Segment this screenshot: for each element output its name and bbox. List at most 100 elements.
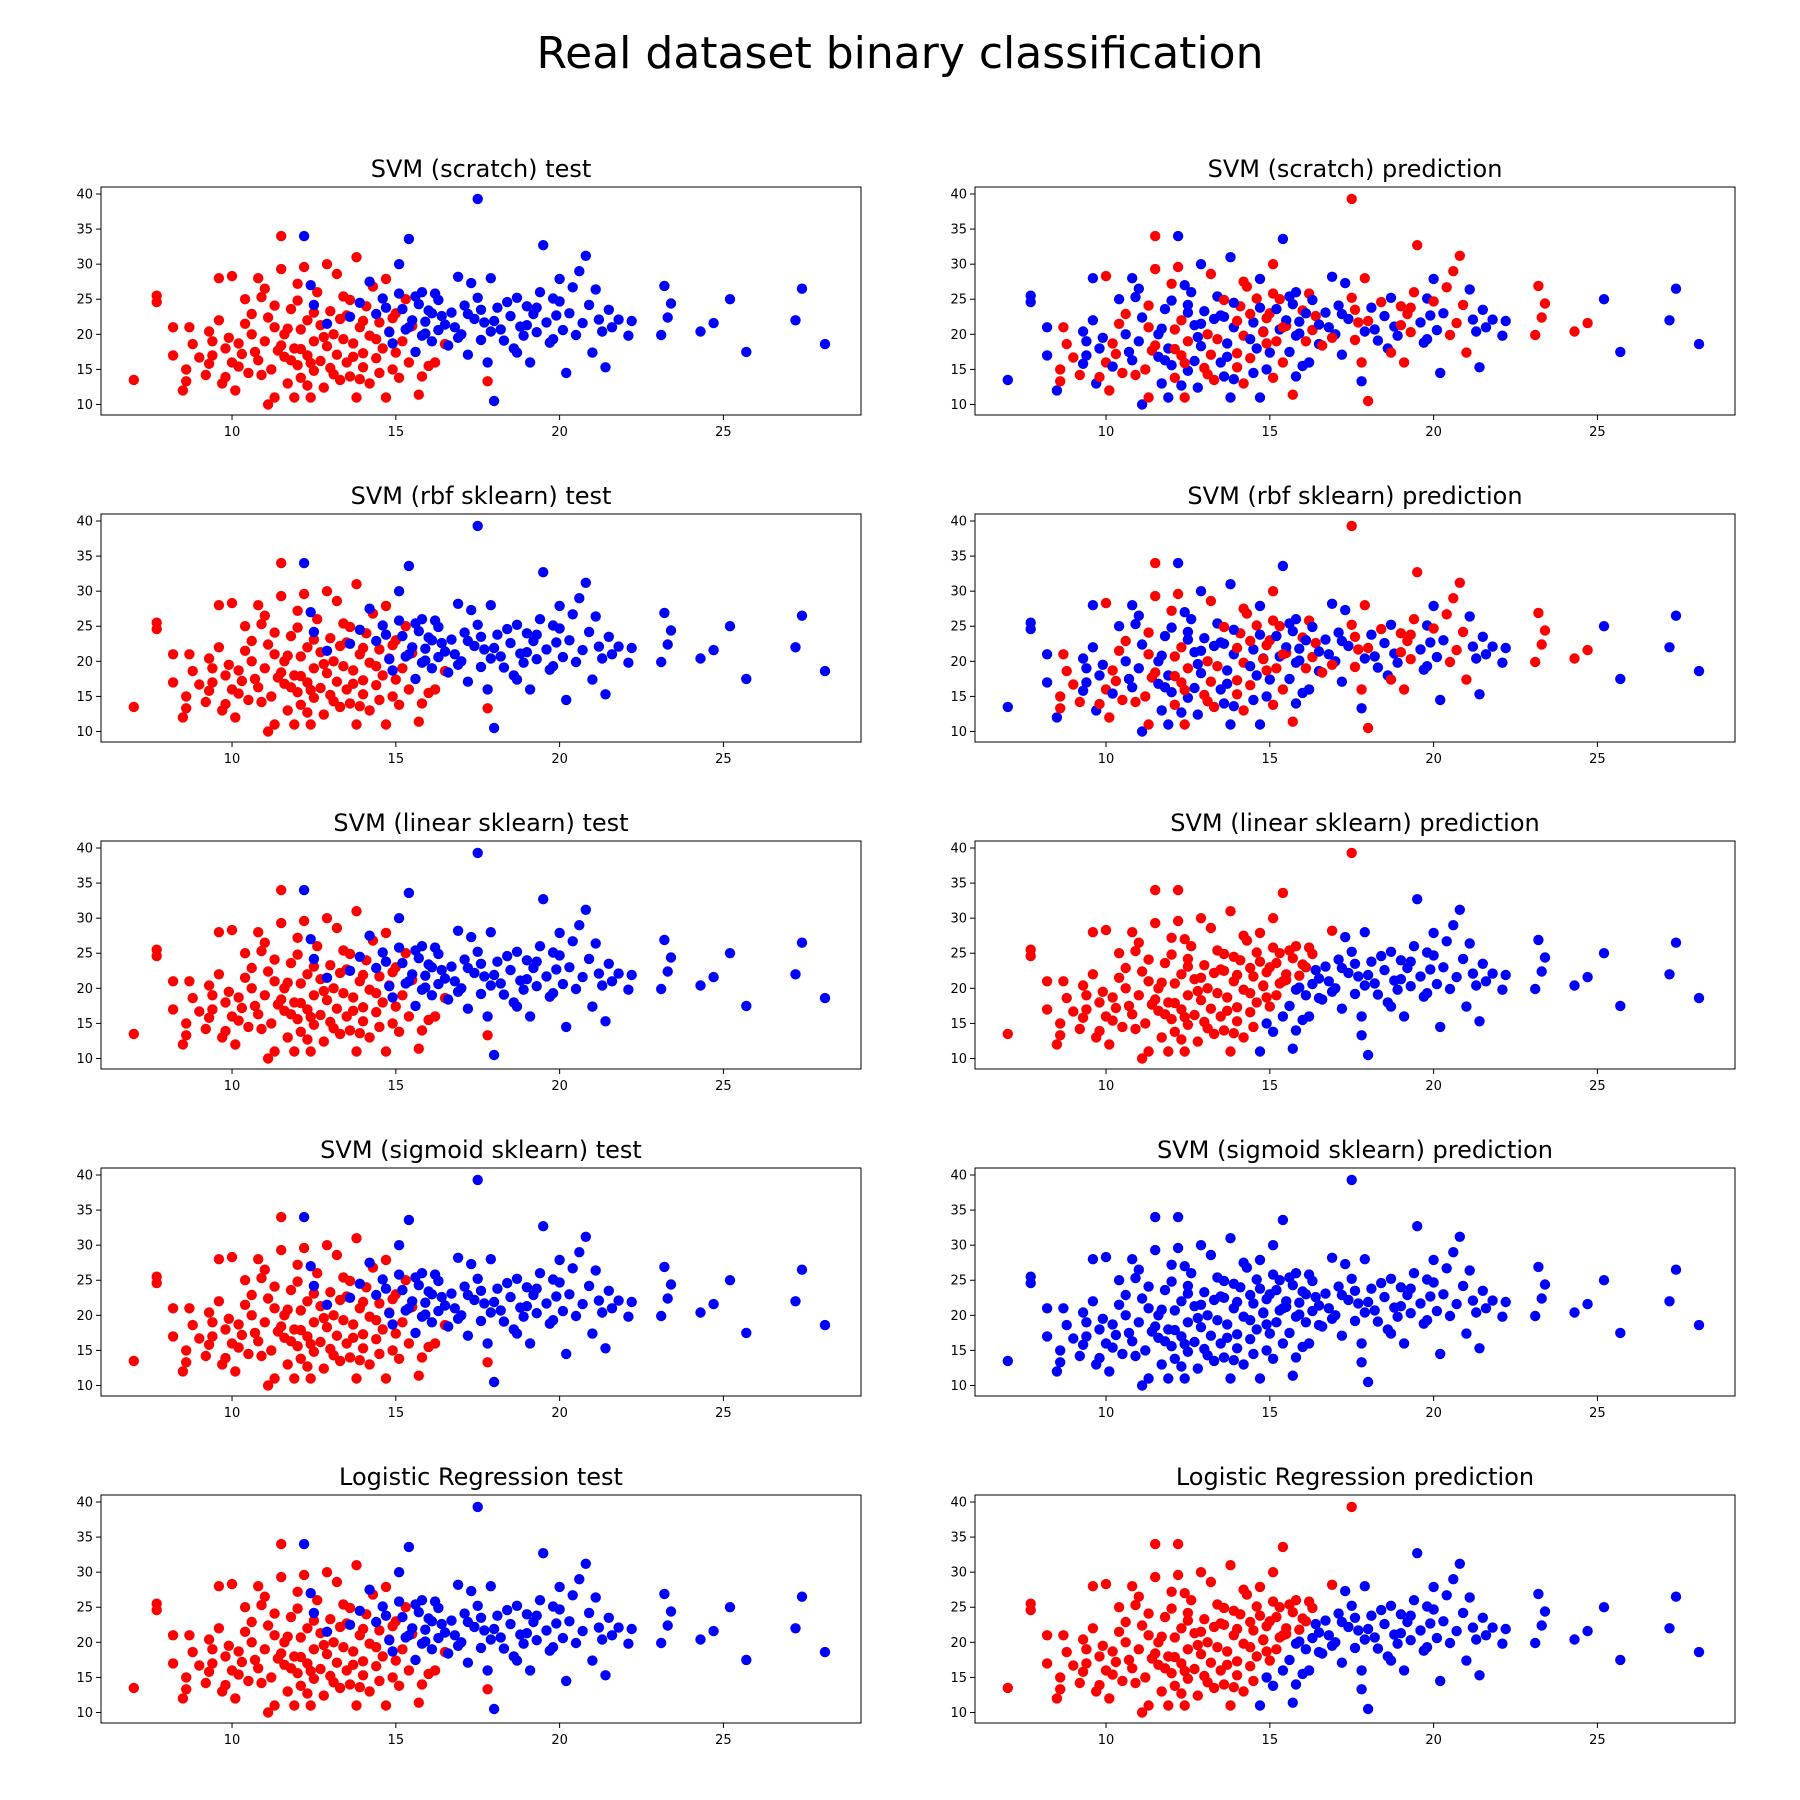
- scatter-point: [1231, 362, 1243, 373]
- scatter-point: [1287, 389, 1298, 400]
- scatter-point: [1087, 1296, 1099, 1307]
- scatter-point: [426, 962, 438, 973]
- scatter-point: [1267, 586, 1279, 597]
- scatter-point: [1359, 600, 1370, 611]
- scatter-point: [1182, 1280, 1194, 1292]
- scatter-point: [1615, 673, 1626, 685]
- scatter-point: [295, 1651, 306, 1663]
- scatter-point: [521, 647, 533, 658]
- scatter-point: [1228, 297, 1239, 308]
- scatter-point: [1267, 1353, 1279, 1364]
- scatter-point: [1055, 1345, 1066, 1356]
- scatter-point: [1261, 1319, 1272, 1330]
- scatter-point: [1405, 981, 1416, 992]
- scatter-point: [1192, 1690, 1203, 1701]
- scatter-point: [547, 334, 559, 345]
- scatter-point: [1425, 964, 1436, 975]
- scatter-point: [1346, 1501, 1357, 1513]
- scatter-point: [452, 986, 464, 997]
- scatter-point: [439, 646, 451, 657]
- y-tick-label: 30: [76, 585, 93, 600]
- scatter-point: [1395, 628, 1407, 639]
- scatter-point: [289, 1046, 300, 1057]
- scatter-point: [1277, 560, 1289, 572]
- scatter-point: [1258, 654, 1269, 665]
- scatter-point: [1208, 313, 1220, 325]
- scatter-point: [420, 316, 431, 327]
- scatter-point: [1058, 1303, 1069, 1314]
- scatter-point: [1120, 635, 1131, 647]
- scatter-point: [203, 653, 215, 664]
- scatter-point: [220, 1679, 231, 1691]
- scatter-point: [600, 1016, 611, 1027]
- scatter-point: [289, 719, 300, 730]
- scatter-point: [583, 1280, 595, 1292]
- scatter-point: [351, 906, 362, 917]
- scatter-point: [819, 992, 831, 1004]
- scatter-point: [1087, 969, 1099, 980]
- scatter-point: [308, 1288, 320, 1299]
- scatter-point: [338, 661, 349, 672]
- scatter-point: [1123, 1327, 1135, 1339]
- scatter-point: [308, 336, 320, 347]
- scatter-point: [1140, 1018, 1151, 1029]
- scatter-point: [1349, 334, 1361, 346]
- scatter-point: [1058, 649, 1069, 660]
- scatter-point: [305, 392, 316, 403]
- axes-frame: [100, 1494, 862, 1724]
- scatter-point: [295, 699, 306, 710]
- scatter-point: [1159, 1336, 1171, 1347]
- scatter-point: [1087, 273, 1099, 284]
- scatter-point: [1287, 1043, 1298, 1054]
- scatter-point: [308, 1607, 320, 1619]
- axes-frame: [100, 1167, 862, 1397]
- scatter-point: [239, 1275, 251, 1286]
- scatter-point: [390, 347, 401, 358]
- scatter-point: [220, 997, 231, 1008]
- scatter-point: [567, 609, 578, 620]
- scatter-point: [390, 674, 401, 685]
- scatter-point: [1087, 927, 1099, 938]
- scatter-point: [538, 1221, 549, 1232]
- scatter-point: [511, 1328, 523, 1339]
- scatter-point: [1192, 1036, 1203, 1047]
- scatter-point: [413, 953, 424, 964]
- scatter-point: [466, 931, 477, 943]
- scatter-point: [308, 953, 320, 965]
- scatter-point: [239, 948, 251, 959]
- scatter-point: [282, 1032, 293, 1043]
- scatter-point: [1362, 315, 1374, 327]
- scatter-point: [387, 1294, 398, 1305]
- scatter-point: [570, 983, 582, 995]
- scatter-point: [167, 350, 179, 361]
- scatter-point: [662, 312, 673, 323]
- scatter-point: [554, 1604, 565, 1615]
- subplot: SVM (rbf sklearn) test 10 15 20 25 10 15 20 25 30…: [41, 464, 881, 772]
- scatter-point: [298, 557, 310, 569]
- scatter-point: [1248, 644, 1259, 655]
- scatter-point: [1248, 1625, 1259, 1636]
- scatter-points: [128, 1501, 831, 1718]
- y-tick-label: 35: [76, 550, 93, 565]
- scatter-point: [1412, 567, 1423, 578]
- scatter-point: [410, 1272, 421, 1283]
- scatter-point: [243, 1675, 254, 1687]
- scatter-point: [1346, 1600, 1357, 1611]
- scatter-point: [167, 1658, 179, 1669]
- scatter-point: [1199, 306, 1210, 317]
- scatter-point: [606, 649, 618, 660]
- scatter-point: [1107, 688, 1118, 699]
- scatter-point: [334, 640, 346, 652]
- scatter-point: [1438, 308, 1449, 319]
- scatter-point: [1081, 1317, 1092, 1328]
- scatter-point: [203, 1666, 215, 1677]
- scatter-point: [1133, 1317, 1144, 1328]
- scatter-point: [1454, 250, 1465, 261]
- scatter-point: [524, 1665, 536, 1676]
- scatter-point: [1349, 661, 1361, 673]
- scatter-point: [1346, 946, 1357, 957]
- scatter-point: [1480, 1303, 1492, 1314]
- scatter-point: [230, 1693, 241, 1704]
- scatter-point: [1261, 1018, 1272, 1029]
- scatter-point: [505, 1618, 516, 1630]
